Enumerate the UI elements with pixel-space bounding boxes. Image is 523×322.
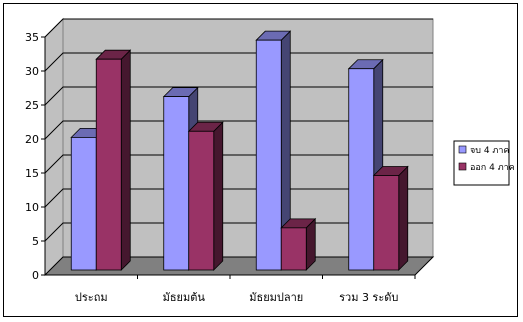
bar-front [70, 136, 97, 271]
bar-dropout-0 [95, 49, 132, 271]
plot-walls [43, 17, 435, 277]
legend-swatch [458, 145, 467, 154]
bar-dropout-3 [372, 165, 409, 271]
gridline [44, 188, 433, 208]
bar-dropout-2 [280, 217, 317, 271]
y-tick-label: 30 [25, 65, 39, 78]
y-tick-label: 0 [32, 269, 39, 282]
bar-front [280, 227, 307, 271]
x-category-labels: ประถม มัธยมต้น มัธยมปลาย รวม 3 ระดับ [75, 291, 399, 304]
legend-label: จบ 4 ภาค [470, 146, 509, 156]
gridline [44, 18, 433, 38]
x-category-label: มัธยมต้น [163, 291, 206, 304]
bar-front [373, 175, 400, 271]
legend-swatch [458, 162, 467, 171]
bars [70, 30, 409, 271]
x-category-label: มัธยมปลาย [249, 291, 303, 304]
gridline [44, 154, 433, 174]
legend-label: ออก 4 ภาค [470, 163, 515, 173]
y-tick-label: 35 [25, 31, 39, 44]
side-wall [44, 17, 64, 277]
bar-front [188, 130, 215, 271]
gridline [44, 86, 433, 106]
bar-front [95, 58, 122, 271]
y-tick-labels: 0 5 10 15 20 25 30 35 [25, 31, 39, 282]
axes [41, 36, 416, 279]
bar-side [120, 49, 131, 271]
bar-dropout-1 [187, 121, 224, 271]
bar-front [255, 39, 282, 271]
y-tick-label: 5 [32, 235, 39, 248]
bar-graduated-2 [255, 30, 292, 271]
bar-front [348, 68, 375, 271]
y-tick-label: 15 [25, 167, 39, 180]
gridline [44, 52, 433, 72]
x-category-label: ประถม [75, 291, 108, 304]
y-tick-label: 25 [25, 99, 39, 112]
x-category-label: รวม 3 ระดับ [339, 291, 398, 304]
bar-side [213, 121, 224, 271]
y-tick-label: 10 [25, 201, 39, 214]
y-tick-label: 20 [25, 133, 39, 146]
bar-front [163, 96, 190, 271]
bar-side [398, 165, 409, 271]
gridline [44, 120, 433, 140]
